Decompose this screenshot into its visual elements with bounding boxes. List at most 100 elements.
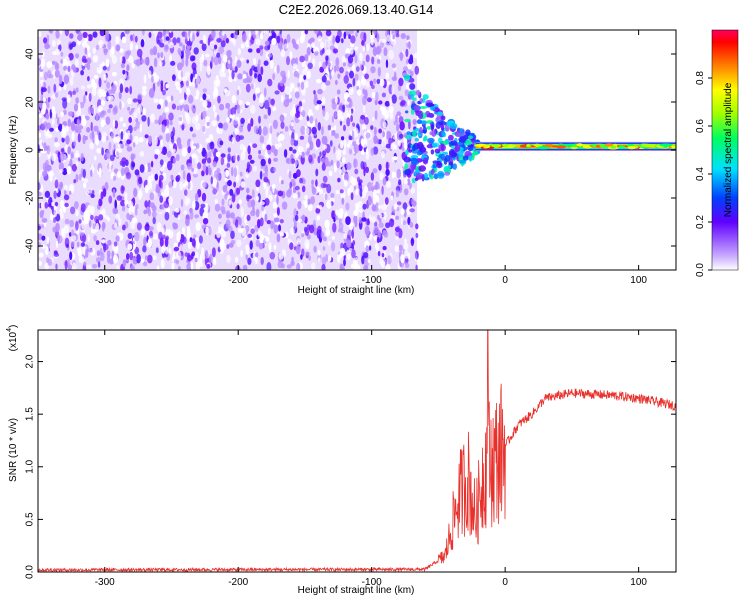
- noise-blob: [183, 210, 188, 215]
- noise-blob: [246, 214, 251, 221]
- transition-blob: [458, 159, 466, 164]
- noise-blob: [213, 83, 218, 93]
- noise-blob: [371, 216, 377, 224]
- noise-blob: [322, 107, 326, 117]
- noise-blob: [144, 200, 149, 208]
- noise-blob: [335, 189, 340, 195]
- noise-blob: [396, 201, 402, 206]
- noise-blob: [87, 76, 90, 82]
- noise-blob: [338, 218, 342, 225]
- noise-blob: [109, 161, 113, 167]
- noise-blob: [398, 179, 402, 186]
- noise-blob: [409, 70, 414, 77]
- noise-blob: [38, 58, 41, 66]
- noise-blob: [101, 222, 105, 232]
- noise-blob: [391, 30, 397, 37]
- noise-blob: [38, 252, 44, 258]
- noise-blob: [180, 198, 184, 208]
- transition-blob: [404, 118, 411, 123]
- noise-blob: [55, 263, 58, 270]
- noise-blob: [406, 206, 412, 216]
- noise-blob: [52, 226, 57, 233]
- noise-blob: [201, 158, 207, 165]
- noise-blob: [277, 224, 282, 232]
- noise-blob: [58, 184, 63, 191]
- noise-blob: [83, 261, 87, 266]
- noise-blob: [403, 242, 409, 250]
- signal-blob: [533, 143, 541, 147]
- noise-blob: [381, 150, 385, 159]
- noise-blob: [41, 51, 45, 58]
- noise-blob: [226, 49, 232, 57]
- noise-blob: [327, 240, 331, 246]
- noise-blob: [270, 98, 275, 106]
- noise-blob: [168, 196, 173, 206]
- noise-blob: [307, 198, 311, 206]
- noise-blob: [74, 59, 79, 68]
- noise-blob: [255, 252, 259, 258]
- snr-y-label: SNR (10 * v/v): [8, 418, 19, 482]
- noise-blob: [202, 100, 208, 108]
- noise-blob: [241, 227, 247, 237]
- noise-blob: [348, 135, 353, 141]
- noise-blob: [46, 145, 51, 155]
- noise-blob: [134, 35, 138, 43]
- noise-blob: [60, 199, 64, 209]
- transition-blob: [440, 121, 444, 126]
- spectrogram-x-tick-label: -100: [362, 275, 382, 286]
- noise-blob: [373, 30, 377, 36]
- noise-blob: [290, 122, 295, 127]
- noise-blob: [43, 71, 48, 81]
- noise-blob: [394, 226, 400, 233]
- noise-blob: [230, 107, 237, 116]
- noise-blob: [184, 31, 188, 40]
- noise-blob: [287, 158, 292, 165]
- transition-blob: [418, 165, 427, 172]
- noise-blob: [306, 146, 311, 155]
- noise-blob: [147, 116, 150, 127]
- transition-blob: [415, 172, 423, 177]
- noise-blob: [246, 195, 253, 200]
- noise-blob: [100, 251, 105, 262]
- transition-blob: [434, 148, 441, 154]
- transition-blob: [416, 151, 422, 156]
- noise-blob: [113, 143, 116, 150]
- noise-blob: [158, 115, 163, 125]
- noise-blob: [207, 37, 211, 46]
- noise-blob: [220, 40, 226, 48]
- noise-blob: [257, 230, 262, 238]
- noise-blob: [142, 107, 147, 116]
- noise-blob: [389, 97, 393, 107]
- noise-blob: [48, 170, 54, 178]
- noise-blob: [252, 34, 257, 39]
- noise-blob: [81, 233, 87, 243]
- transition-blob: [432, 162, 438, 168]
- transition-blob: [436, 170, 445, 179]
- noise-blob: [276, 35, 281, 44]
- noise-blob: [217, 127, 223, 135]
- noise-blob: [262, 143, 266, 150]
- noise-blob: [227, 147, 231, 153]
- signal-blob: [526, 143, 531, 148]
- transition-blob: [414, 137, 419, 142]
- noise-blob: [245, 101, 250, 106]
- noise-blob: [119, 101, 122, 110]
- noise-blob: [297, 146, 303, 153]
- noise-blob: [339, 263, 344, 270]
- noise-blob: [319, 41, 325, 50]
- noise-blob: [273, 167, 276, 172]
- noise-blob: [310, 196, 316, 205]
- noise-blob: [239, 57, 245, 62]
- noise-blob: [369, 80, 374, 86]
- noise-blob: [44, 165, 51, 171]
- noise-blob: [167, 228, 172, 236]
- noise-blob: [370, 38, 374, 46]
- noise-blob: [259, 93, 265, 104]
- noise-blob: [396, 111, 402, 117]
- noise-blob: [98, 69, 102, 74]
- noise-blob: [49, 108, 53, 119]
- noise-blob: [233, 167, 238, 178]
- spectrogram-plot-area: [38, 30, 676, 270]
- noise-blob: [330, 192, 335, 199]
- noise-blob: [358, 208, 363, 213]
